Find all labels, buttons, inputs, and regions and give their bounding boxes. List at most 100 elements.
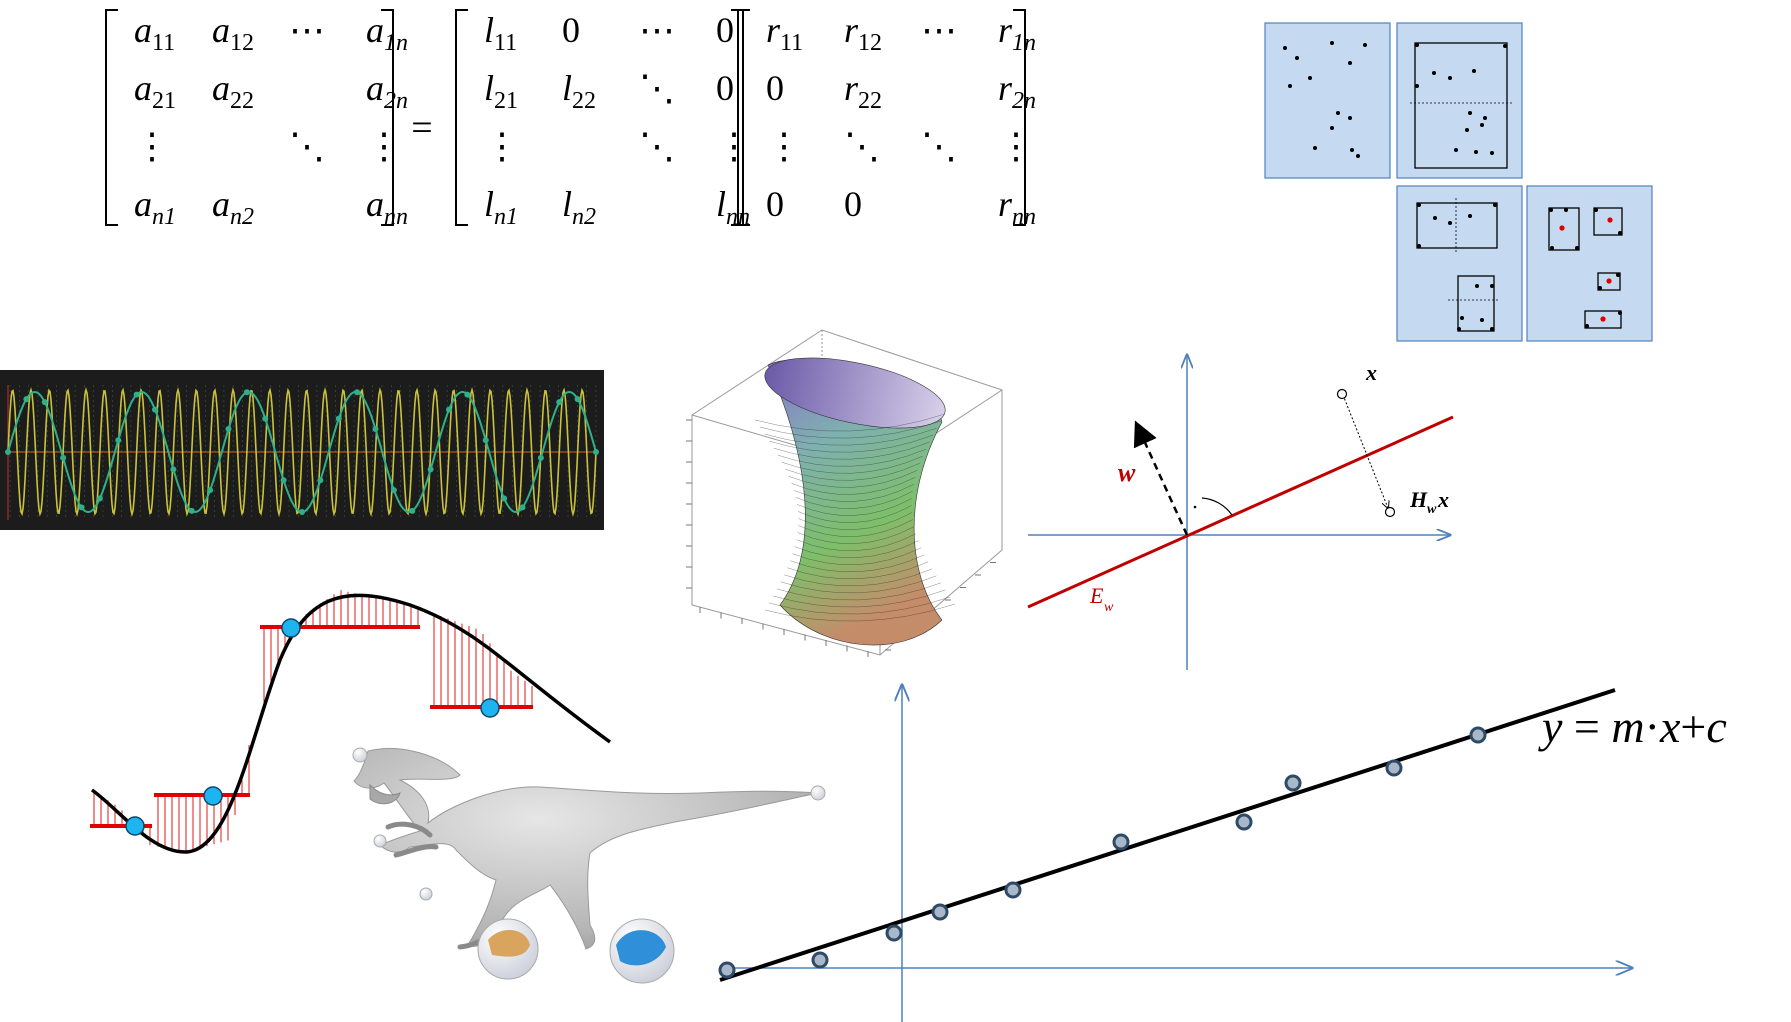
representative-point [1559, 225, 1565, 231]
handle-tail [810, 785, 826, 801]
leaf-box [1593, 207, 1623, 236]
subdivision-panel [1264, 22, 1391, 179]
householder-reflection-diagram: x w H w x E w [1027, 345, 1454, 670]
surface-contour [780, 575, 937, 594]
normal-vector-w [1133, 420, 1189, 536]
sample-point [188, 507, 195, 514]
right-angle-arc [1201, 497, 1233, 516]
subdivision-panel [1396, 185, 1523, 342]
surface-contour [764, 427, 938, 446]
data-point [1283, 46, 1287, 50]
sample-point [482, 437, 489, 444]
leaf-box [1548, 207, 1580, 251]
sample-point [427, 466, 434, 473]
matrix-entry: rnn [998, 184, 1036, 230]
data-point [1433, 216, 1437, 220]
matrix-entry: ln1 [484, 184, 518, 230]
data-point [1480, 318, 1484, 322]
surface-contour [773, 589, 946, 608]
data-point [1417, 244, 1421, 248]
sample-point [335, 415, 342, 422]
surface-contour [764, 603, 956, 622]
data-point [1483, 116, 1487, 120]
matrix-entry: a11 [134, 10, 175, 56]
surface-contour [769, 434, 934, 453]
surface-contour [797, 526, 915, 544]
surface-contour [798, 512, 913, 530]
surface-contour [797, 498, 912, 516]
representative-point [1607, 217, 1613, 223]
sample-point [41, 399, 48, 406]
data-point [885, 924, 903, 942]
matrix-entry: ⋯ [921, 10, 957, 50]
sample-point [203, 786, 223, 806]
data-point [1549, 208, 1553, 212]
data-point [1454, 148, 1458, 152]
data-point [1618, 311, 1622, 315]
sample-point [5, 449, 11, 455]
subdivision-panel [1526, 185, 1653, 342]
surface-contour [791, 477, 916, 495]
regression-equation: y = m·x+c [1538, 701, 1727, 752]
data-point [1448, 76, 1452, 80]
sample-point [225, 426, 232, 433]
matrix-r: r11 r12 ⋯ r1n 0 r22 r2n ⋮ ⋱ ⋱ ⋮ 0 0 rnn [737, 9, 1036, 230]
surface-contour [794, 540, 919, 559]
foot-patch-left [488, 929, 530, 957]
surface-contour [776, 582, 941, 601]
high-frequency-wave [7, 387, 597, 517]
matrix-equation: a11 a12 ⋯ a1n a21 a22 a2n ⋮ ⋱ ⋮ an1 an2 ann = l11 0 ⋯ 0… [105, 9, 1036, 230]
sample-point [23, 396, 30, 403]
matrix-a: a11 a12 ⋯ a1n a21 a22 a2n ⋮ ⋱ ⋮ an1 an2 ann [105, 9, 408, 230]
matrix-entry: ⋱ [921, 126, 957, 166]
matrix-entry: a2n [366, 68, 408, 114]
matrix-entry: ⋮ [998, 126, 1034, 166]
sample-point [501, 495, 508, 502]
sample-point [446, 406, 452, 413]
data-point [1330, 41, 1334, 45]
data-point [1598, 286, 1602, 290]
data-point [1564, 208, 1568, 212]
data-point [1460, 316, 1464, 320]
data-point [1493, 203, 1497, 207]
matrix-entry: ⋯ [289, 10, 325, 50]
handle-claw [419, 887, 433, 901]
data-point [1474, 150, 1478, 154]
matrix-entry: ⋱ [844, 126, 880, 166]
surface-contour [787, 561, 929, 580]
matrix-entry: ⋮ [366, 126, 402, 166]
data-point [1457, 327, 1461, 331]
sample-point [354, 389, 361, 396]
sample-point [133, 391, 140, 398]
matrix-entry: a21 [134, 68, 176, 114]
data-point [1348, 116, 1352, 120]
matrix-entry: r2n [998, 68, 1036, 114]
data-point [1295, 56, 1299, 60]
label-x: x [1365, 360, 1377, 385]
surface-top-opening [764, 357, 946, 429]
sample-point [299, 509, 305, 515]
dinosaur-jaw [369, 783, 401, 805]
sample-point [125, 816, 145, 836]
data-point [1490, 327, 1494, 331]
subdivision-panel [1396, 22, 1523, 179]
sample-point [574, 396, 581, 403]
data-point [1235, 813, 1253, 831]
data-point [1503, 44, 1507, 48]
surface-contour [797, 505, 912, 523]
sample-point [480, 698, 500, 718]
matrix-entry: 0 [716, 10, 734, 50]
matrix-entry: an1 [134, 184, 176, 230]
data-point [1618, 231, 1622, 235]
data-point [1350, 148, 1354, 152]
data-point [1465, 128, 1469, 132]
data-point [1480, 123, 1484, 127]
sample-point [281, 618, 301, 638]
matrix-l: l11 0 ⋯ 0 l21 l22 ⋱ 0 ⋮ ⋱ ⋮ ln1 ln2 lnn [455, 9, 752, 230]
foot-patch-right [616, 930, 666, 966]
data-point [718, 961, 736, 979]
sample-point [464, 391, 471, 398]
matrix-entry: r11 [766, 10, 803, 56]
right-angle-dot [1193, 505, 1197, 509]
sample-point [152, 406, 158, 413]
